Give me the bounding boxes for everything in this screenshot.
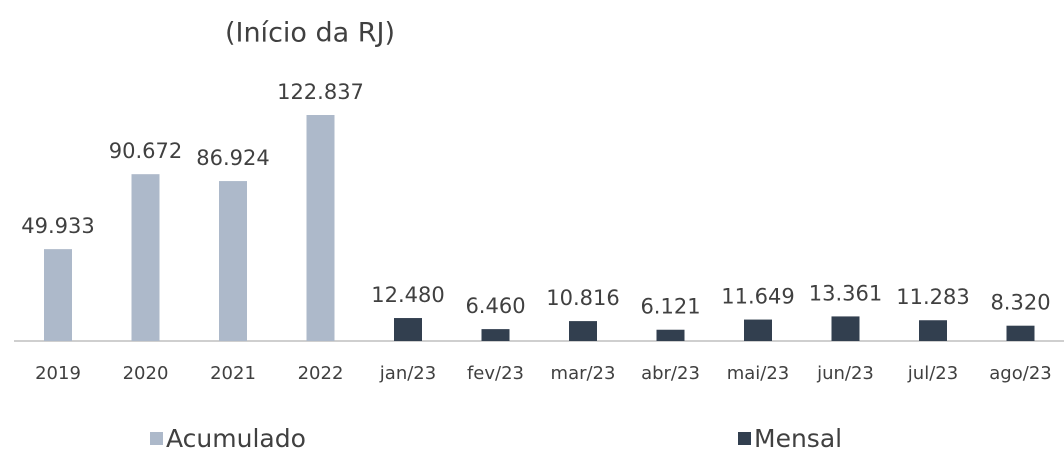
x-tick-label: jan/23 xyxy=(379,363,436,384)
x-tick-label: 2019 xyxy=(35,363,81,384)
x-tick-label: jun/23 xyxy=(816,363,874,384)
x-tick-label: 2021 xyxy=(210,363,256,384)
bar xyxy=(131,174,160,341)
data-label: 86.924 xyxy=(196,146,269,170)
data-label: 11.649 xyxy=(721,285,794,309)
bar xyxy=(744,319,772,341)
bar xyxy=(831,316,860,341)
bar xyxy=(1006,325,1035,341)
data-label: 6.121 xyxy=(640,295,700,319)
data-label: 6.460 xyxy=(465,294,525,318)
x-tick-label: jul/23 xyxy=(907,363,958,384)
x-tick-label: abr/23 xyxy=(641,363,700,384)
data-label: 10.816 xyxy=(546,286,619,310)
x-tick-label: mar/23 xyxy=(551,363,616,384)
x-tick-label: fev/23 xyxy=(467,363,524,384)
legend-label: Mensal xyxy=(754,424,842,453)
legend-label: Acumulado xyxy=(166,424,306,453)
x-tick-label: 2020 xyxy=(123,363,169,384)
bar xyxy=(219,181,247,341)
data-label: 122.837 xyxy=(277,80,364,104)
data-label: 13.361 xyxy=(809,281,882,305)
bar xyxy=(44,249,72,341)
bar xyxy=(306,115,335,341)
x-tick-label: 2022 xyxy=(298,363,344,384)
x-tick-label: ago/23 xyxy=(989,363,1051,384)
bar xyxy=(656,329,685,341)
chart-title: (Início da RJ) xyxy=(225,18,395,49)
data-label: 49.933 xyxy=(21,214,94,238)
bar xyxy=(919,320,947,341)
data-label: 90.672 xyxy=(109,139,182,163)
bar xyxy=(481,329,510,341)
bar xyxy=(394,318,422,341)
x-tick-label: mai/23 xyxy=(727,363,790,384)
legend-swatch xyxy=(738,432,751,445)
legend-swatch xyxy=(150,432,163,445)
data-label: 11.283 xyxy=(896,285,969,309)
bar xyxy=(569,321,597,341)
data-label: 12.480 xyxy=(371,283,444,307)
data-label: 8.320 xyxy=(990,291,1050,315)
